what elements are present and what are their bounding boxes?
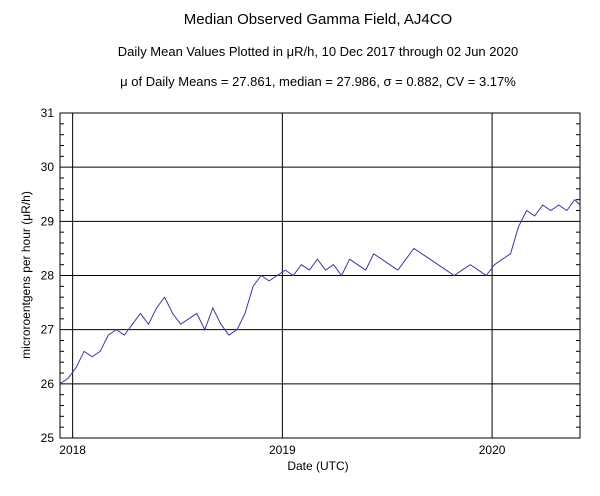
x-tick-label: 2020	[479, 443, 506, 457]
y-tick-label: 29	[41, 214, 55, 228]
chart-title: Median Observed Gamma Field, AJ4CO	[184, 11, 452, 28]
y-tick-label: 26	[41, 377, 55, 391]
y-axis-label: microroentgens per hour (μR/h)	[19, 191, 33, 359]
y-tick-label: 30	[41, 160, 55, 174]
y-axis-ticks: 25 26 27 28 29 30 31	[41, 106, 580, 445]
chart-subtitle: Daily Mean Values Plotted in μR/h, 10 De…	[118, 44, 518, 59]
y-tick-label: 27	[41, 323, 55, 337]
y-tick-label: 31	[41, 106, 55, 120]
x-axis-label: Date (UTC)	[287, 459, 348, 473]
plot-frame	[59, 112, 581, 439]
x-tick-label: 2018	[59, 443, 86, 457]
y-tick-label: 28	[41, 269, 55, 283]
plot-grid	[60, 113, 580, 438]
x-axis-ticks: 2018 2019 2020	[59, 443, 505, 457]
series-line	[59, 198, 581, 385]
y-tick-label: 25	[41, 431, 55, 445]
chart-stats-line: μ of Daily Means = 27.861, median = 27.9…	[120, 74, 516, 89]
x-tick-label: 2019	[269, 443, 296, 457]
